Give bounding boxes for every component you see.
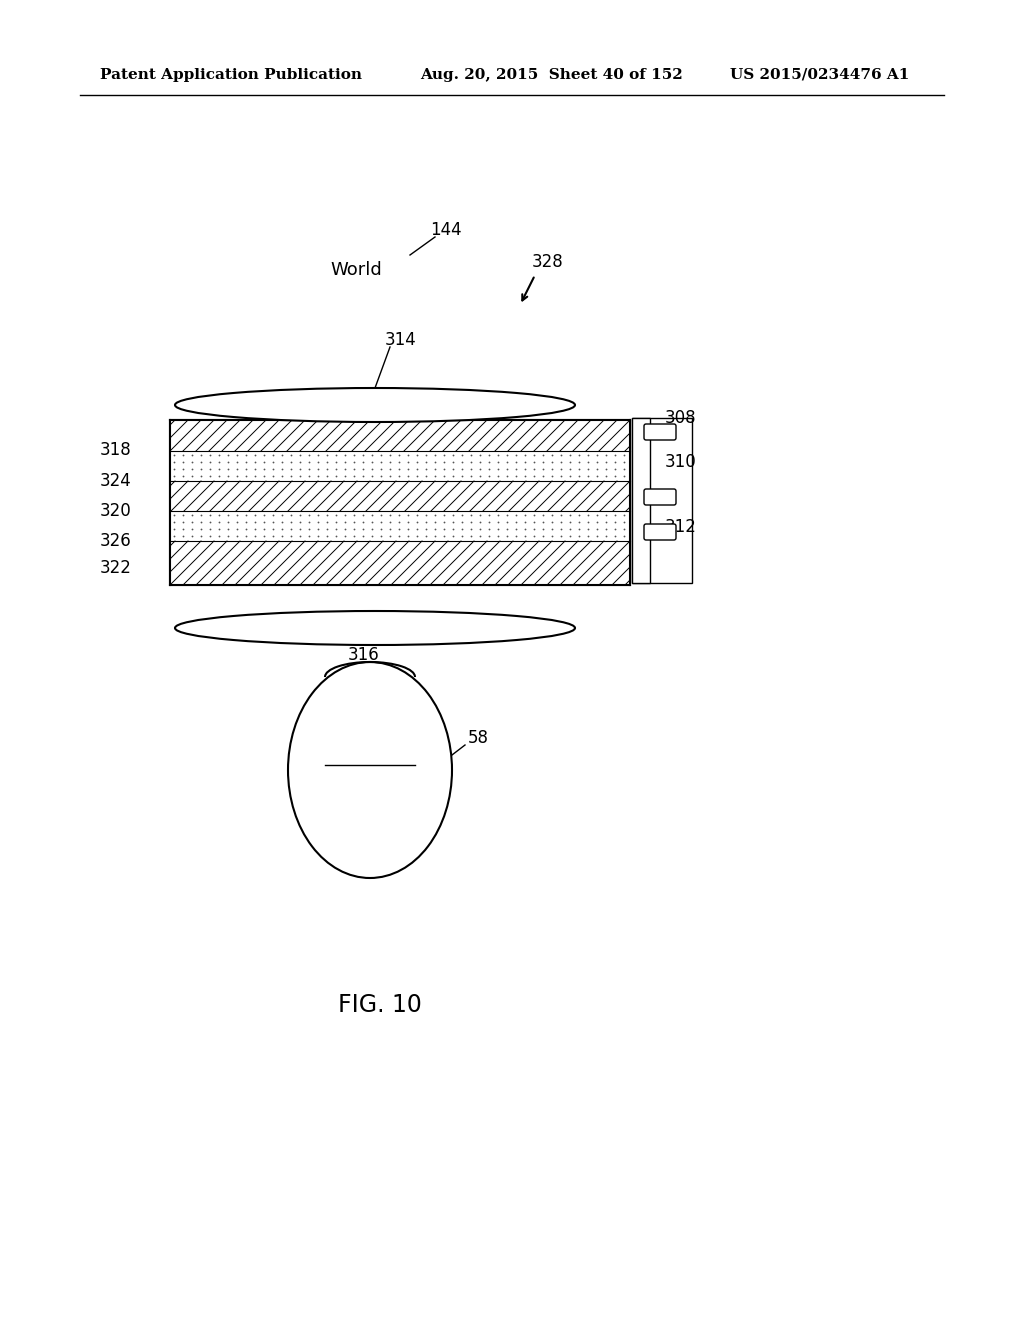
- Bar: [170, 420, 630, 451]
- Ellipse shape: [175, 388, 575, 422]
- Bar: [170, 420, 630, 585]
- Bar: [170, 451, 630, 480]
- Bar: [632, 418, 692, 583]
- Text: 58: 58: [468, 729, 489, 747]
- Text: 320: 320: [100, 502, 132, 520]
- Text: 308: 308: [665, 409, 696, 426]
- Text: 318: 318: [100, 441, 132, 459]
- Text: 322: 322: [100, 558, 132, 577]
- Bar: [170, 480, 630, 511]
- Text: 144: 144: [430, 220, 462, 239]
- Ellipse shape: [288, 663, 452, 878]
- Text: 310: 310: [665, 453, 696, 471]
- Text: Patent Application Publication: Patent Application Publication: [100, 69, 362, 82]
- Bar: [170, 541, 630, 585]
- Bar: [632, 418, 650, 583]
- Text: 314: 314: [385, 331, 417, 348]
- Text: 316: 316: [348, 645, 380, 664]
- Text: World: World: [330, 261, 382, 279]
- Text: FIG. 10: FIG. 10: [338, 993, 422, 1016]
- Text: 324: 324: [100, 473, 132, 490]
- Text: 328: 328: [532, 253, 564, 271]
- FancyBboxPatch shape: [644, 524, 676, 540]
- Text: US 2015/0234476 A1: US 2015/0234476 A1: [730, 69, 909, 82]
- Bar: [170, 511, 630, 541]
- Text: Aug. 20, 2015  Sheet 40 of 152: Aug. 20, 2015 Sheet 40 of 152: [420, 69, 683, 82]
- Ellipse shape: [175, 611, 575, 645]
- FancyBboxPatch shape: [644, 424, 676, 440]
- FancyBboxPatch shape: [644, 488, 676, 506]
- Text: 326: 326: [100, 532, 132, 550]
- Text: 312: 312: [665, 517, 697, 536]
